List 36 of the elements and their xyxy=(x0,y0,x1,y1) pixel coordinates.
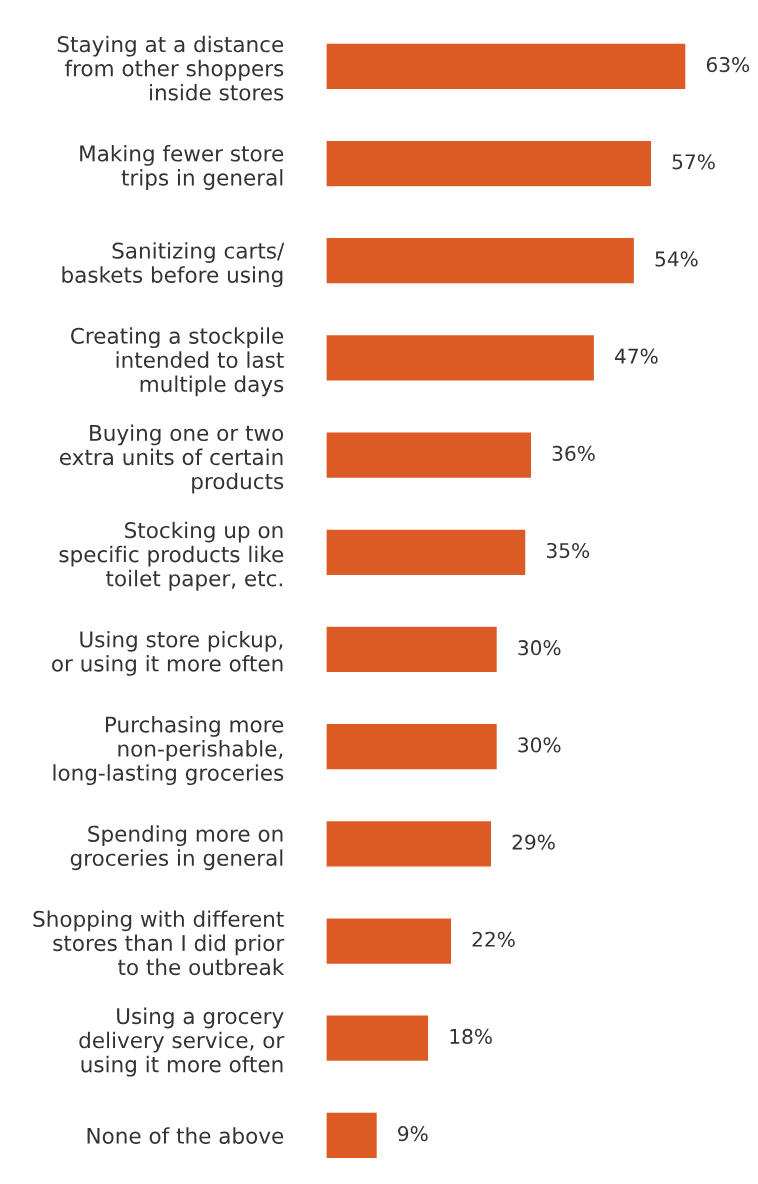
bar xyxy=(325,1014,430,1063)
bar xyxy=(325,431,533,480)
data-label: 22% xyxy=(472,931,515,947)
data-label: 30% xyxy=(518,737,561,753)
y-tick-label: Using a grocery delivery service, or using it more often xyxy=(79,1007,285,1077)
y-tick-label: Spending more on groceries in general xyxy=(70,825,283,871)
data-label: 35% xyxy=(546,542,590,559)
data-label: 18% xyxy=(450,1028,492,1045)
data-label: 9% xyxy=(398,1126,428,1142)
data-label: 54% xyxy=(655,251,698,267)
y-tick-label: Creating a stockpile intended to last multiple days xyxy=(71,327,284,397)
bar xyxy=(325,625,499,674)
y-tick-label: Stocking up on specific products like toilet paper, etc. xyxy=(59,521,284,591)
bar xyxy=(325,236,636,285)
y-tick-label: None of the above xyxy=(87,1127,284,1144)
bar xyxy=(325,1111,379,1160)
y-tick-label: Buying one or two extra units of certain products xyxy=(59,424,284,494)
data-label: 30% xyxy=(518,640,561,656)
y-tick-label: Making fewer store trips in general xyxy=(80,144,284,190)
y-tick-label: Using store pickup, or using it more often xyxy=(52,630,283,676)
y-tick-label: Shopping with different stores than I did prior to the outbreak xyxy=(33,910,285,976)
data-label: 47% xyxy=(614,348,658,364)
bar xyxy=(325,917,453,966)
y-tick-label: Sanitizing carts/ baskets before using xyxy=(62,242,285,288)
data-label: 57% xyxy=(672,154,715,170)
bar xyxy=(325,528,527,577)
bar xyxy=(325,819,493,868)
data-label: 29% xyxy=(512,834,555,850)
bar xyxy=(325,139,653,188)
bar xyxy=(325,333,596,382)
y-tick-label: Purchasing more non-perishable, long-lasting groceries xyxy=(53,716,284,786)
bar xyxy=(325,42,687,91)
data-label: 36% xyxy=(552,445,595,461)
bar xyxy=(325,722,499,771)
y-tick-label: Staying at a distance from other shoppers inside stores xyxy=(57,35,284,101)
data-label: 63% xyxy=(706,56,750,73)
